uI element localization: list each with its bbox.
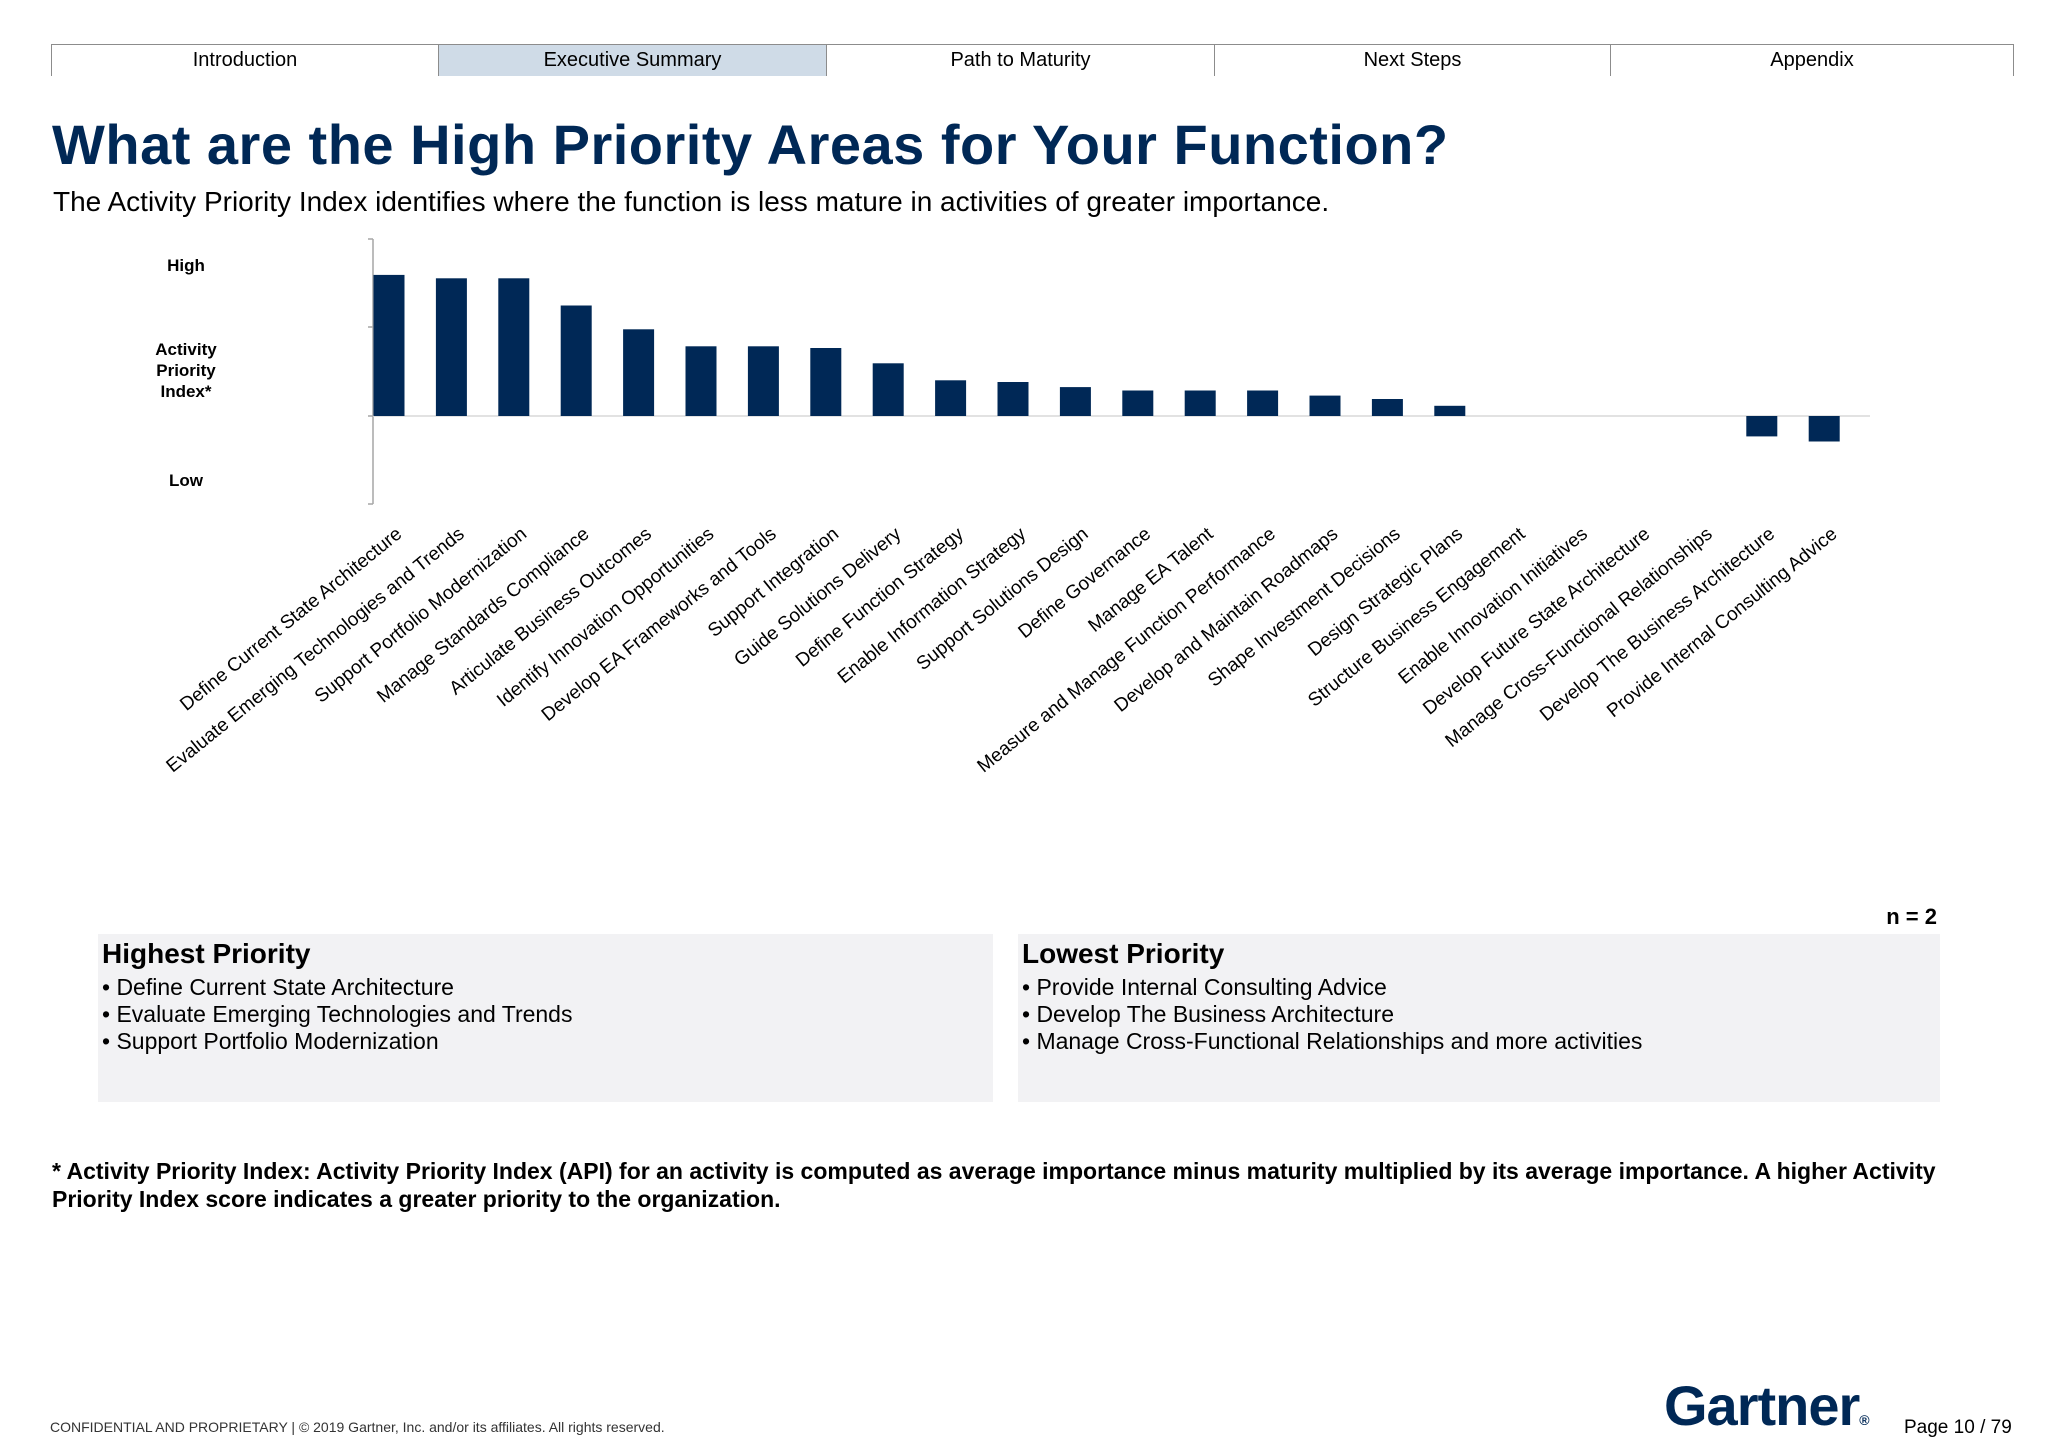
page-title: What are the High Priority Areas for You… — [52, 113, 1449, 176]
bar — [1309, 395, 1341, 416]
bar — [1371, 399, 1403, 416]
bar — [1122, 390, 1154, 416]
bar — [872, 363, 904, 416]
highest-priority-title: Highest Priority — [102, 938, 311, 969]
y-tick-low: Low — [169, 471, 204, 490]
x-tick-label: Develop and Maintain Roadmaps — [1111, 524, 1343, 717]
bar — [810, 348, 842, 416]
list-item: • Provide Internal Consulting Advice — [1022, 974, 1387, 1000]
tab-path-to-maturity[interactable]: Path to Maturity — [826, 45, 1214, 76]
list-item: • Develop The Business Architecture — [1022, 1001, 1394, 1027]
tab-executive-summary[interactable]: Executive Summary — [438, 45, 826, 76]
highest-priority-box: Highest Priority • Define Current State … — [98, 934, 993, 1102]
logo-text: Gartner — [1664, 1374, 1860, 1437]
bar — [1746, 416, 1778, 437]
bar — [560, 305, 592, 416]
gartner-logo: Gartner® — [1664, 1378, 1870, 1448]
lowest-priority-title: Lowest Priority — [1022, 938, 1225, 969]
bar — [997, 382, 1029, 416]
bar — [935, 380, 967, 416]
x-tick-label: Provide Internal Consulting Advice — [1603, 524, 1841, 722]
sample-size-label: n = 2 — [1886, 904, 1937, 929]
tab-appendix[interactable]: Appendix — [1610, 45, 2014, 76]
footnote: * Activity Priority Index: Activity Prio… — [52, 1158, 1936, 1212]
bar — [623, 329, 655, 416]
tab-introduction[interactable]: Introduction — [51, 45, 438, 76]
section-nav: Introduction Executive Summary Path to M… — [51, 44, 2014, 76]
list-item: • Evaluate Emerging Technologies and Tre… — [102, 1001, 573, 1027]
bar — [685, 346, 717, 416]
page-subtitle: The Activity Priority Index identifies w… — [53, 186, 1330, 217]
list-item: • Support Portfolio Modernization — [102, 1028, 439, 1054]
tab-next-steps[interactable]: Next Steps — [1214, 45, 1610, 76]
activity-priority-chart: High Activity Priority Index* Low Define C… — [155, 238, 1870, 777]
lowest-priority-box: Lowest Priority • Provide Internal Consu… — [1018, 934, 1940, 1102]
confidential-notice: CONFIDENTIAL AND PROPRIETARY | © 2019 Ga… — [50, 1419, 665, 1435]
bar — [1247, 390, 1279, 416]
list-item: • Manage Cross-Functional Relationships … — [1022, 1028, 1643, 1054]
bar — [1059, 387, 1091, 416]
bar — [1808, 416, 1840, 442]
x-tick-label: Develop Future State Architecture — [1419, 524, 1654, 720]
bar — [373, 274, 405, 416]
x-tick-label: Define Current State Architecture — [176, 524, 406, 716]
bar — [498, 278, 530, 416]
logo-dot: ® — [1859, 1412, 1869, 1428]
bar — [747, 346, 779, 416]
y-axis-label: Activity Priority Index* — [155, 340, 217, 401]
y-tick-high: High — [167, 256, 205, 275]
bar — [1434, 405, 1466, 416]
page-number: Page 10 / 79 — [1904, 1417, 2012, 1438]
bar — [435, 278, 467, 416]
bar — [1184, 390, 1216, 416]
list-item: • Define Current State Architecture — [102, 974, 454, 1000]
